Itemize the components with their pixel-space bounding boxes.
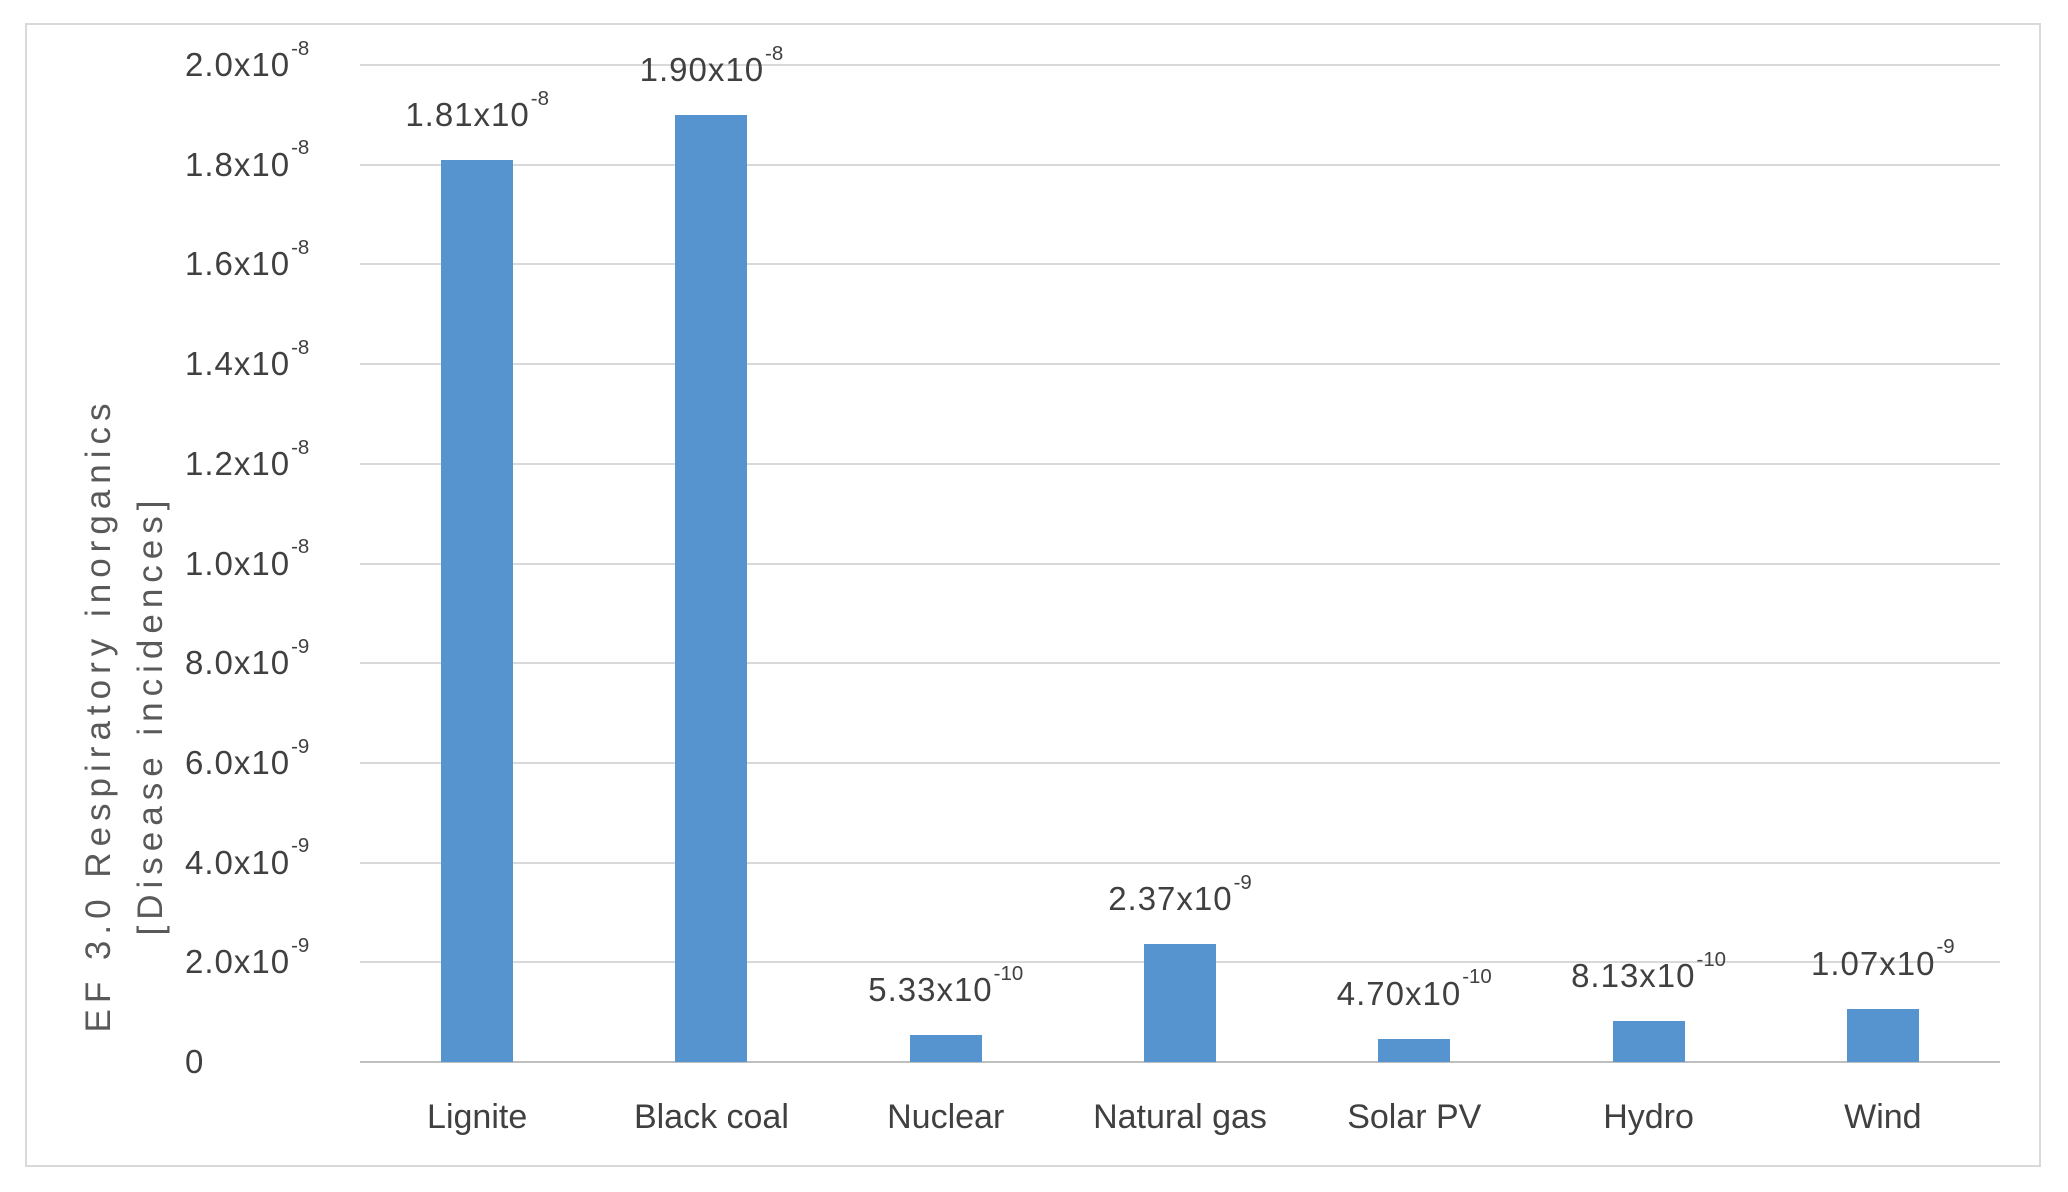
x-axis-tick-label-wind: Wind (1844, 1098, 1922, 1136)
y-axis-tick-label: 1.0x10-8 (185, 535, 310, 582)
y-axis-title-line2: [Disease incidences] (131, 494, 170, 936)
bar-wind (1846, 1008, 1919, 1062)
data-label-black-coal: 1.90x10-8 (639, 41, 784, 88)
x-axis-tick-label-nuclear: Nuclear (887, 1098, 1005, 1136)
bar-nuclear (909, 1035, 982, 1062)
chart-frame: EF 3.0 Respiratory inorganics [Disease i… (25, 23, 2041, 1167)
gridline (360, 462, 2000, 465)
data-label-hydro: 8.13x10-10 (1571, 948, 1727, 995)
x-axis-tick-label-black-coal: Black coal (633, 1098, 789, 1136)
y-axis-tick-label: 1.8x10-8 (185, 136, 310, 183)
data-label-nuclear: 5.33x10-10 (868, 962, 1024, 1009)
y-axis-title: EF 3.0 Respiratory inorganics [Disease i… (73, 397, 177, 1032)
x-axis-tick-label-natural-gas: Natural gas (1093, 1098, 1267, 1136)
y-axis-tick-label: 4.0x10-9 (185, 834, 310, 881)
y-axis-tick-label: 6.0x10-9 (185, 734, 310, 781)
y-axis-tick-label: 2.0x10-9 (185, 934, 310, 981)
x-axis-tick-label-hydro: Hydro (1603, 1098, 1694, 1136)
bar-solar-pv (1378, 1038, 1451, 1062)
y-axis-tick-label: 1.4x10-8 (185, 335, 310, 383)
bar-lignite (441, 159, 514, 1062)
bar-hydro (1612, 1021, 1685, 1062)
y-axis-tick-label: 1.6x10-8 (185, 236, 310, 283)
y-axis-tick-label: 8.0x10-9 (185, 634, 310, 682)
y-axis-tick-label: 1.2x10-8 (185, 435, 310, 482)
y-axis-tick-label: 2.0x10-8 (185, 36, 310, 83)
gridline (360, 662, 2000, 665)
x-axis-line (360, 1061, 2000, 1063)
gridline (360, 761, 2000, 764)
y-axis-title-line1: EF 3.0 Respiratory inorganics (79, 397, 118, 1033)
data-label-wind: 1.07x10-9 (1811, 935, 1955, 982)
gridline (360, 562, 2000, 565)
data-label-solar-pv: 4.70x10-10 (1336, 965, 1492, 1012)
data-label-lignite: 1.81x10-8 (405, 86, 549, 133)
bar-black-coal (675, 114, 748, 1062)
gridline (360, 64, 2000, 66)
data-label-natural-gas: 2.37x10-9 (1108, 870, 1252, 917)
bar-natural-gas (1144, 943, 1216, 1062)
y-axis-tick-label: 0 (185, 1043, 205, 1080)
gridline (360, 861, 2000, 864)
x-axis-tick-label-solar-pv: Solar PV (1347, 1098, 1482, 1136)
gridline (360, 163, 2000, 166)
x-axis-tick-label-lignite: Lignite (427, 1098, 528, 1136)
gridline (360, 263, 2000, 266)
gridline (360, 363, 2000, 366)
